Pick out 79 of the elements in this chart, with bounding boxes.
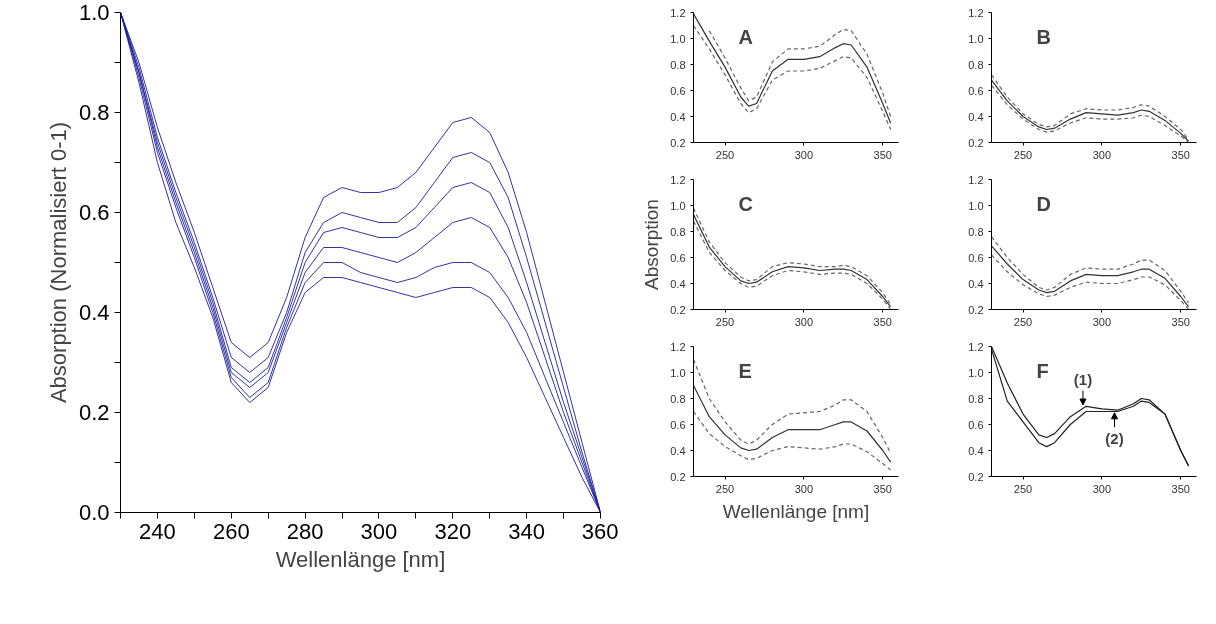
text: F bbox=[1036, 359, 1049, 382]
x-tick-label: 300 bbox=[360, 518, 398, 544]
y-tick-label: 0.8 bbox=[78, 100, 110, 125]
x-axis-title: Wellenlänge [nm] bbox=[275, 546, 446, 572]
y-tick-label: 0.2 bbox=[670, 303, 686, 316]
y-tick-label: 0.0 bbox=[78, 500, 110, 525]
y-tick-label: 1.2 bbox=[670, 340, 686, 353]
y-tick-label: 1.0 bbox=[968, 366, 984, 379]
text: D bbox=[1036, 192, 1051, 215]
x-tick-label: 250 bbox=[1013, 315, 1033, 328]
y-tick-label: 0.2 bbox=[670, 136, 686, 149]
x-tick-label: 280 bbox=[286, 518, 324, 544]
x-tick-label: 250 bbox=[715, 482, 735, 495]
y-tick-label: 0.6 bbox=[968, 251, 984, 264]
x-tick-label: 250 bbox=[715, 315, 735, 328]
y-tick-label: 0.6 bbox=[670, 84, 686, 97]
y-tick-label: 0.6 bbox=[968, 84, 984, 97]
y-tick-label: 0.4 bbox=[968, 444, 984, 457]
y-tick-label: 0.2 bbox=[78, 400, 110, 425]
x-tick-label: 250 bbox=[1013, 482, 1033, 495]
y-tick-label: 0.8 bbox=[968, 58, 984, 71]
y-tick-label: 1.2 bbox=[968, 6, 984, 19]
y-tick-label: 1.2 bbox=[968, 173, 984, 186]
y-tick-label: 0.4 bbox=[968, 277, 984, 290]
y-tick-label: 1.0 bbox=[670, 199, 686, 212]
x-tick-label: 250 bbox=[715, 148, 735, 161]
y-tick-label: 0.8 bbox=[670, 58, 686, 71]
y-tick-label: 0.4 bbox=[670, 277, 686, 290]
y-tick-label: 1.0 bbox=[670, 366, 686, 379]
text: B bbox=[1036, 25, 1051, 48]
y-tick-label: 0.6 bbox=[670, 418, 686, 431]
y-tick-label: 1.0 bbox=[78, 0, 110, 25]
y-tick-label: 0.8 bbox=[968, 392, 984, 405]
y-tick-label: 0.4 bbox=[968, 110, 984, 123]
y-tick-label: 0.6 bbox=[968, 418, 984, 431]
y-tick-label: 0.6 bbox=[670, 251, 686, 264]
x-tick-label: 350 bbox=[1171, 148, 1190, 161]
y-tick-label: 1.0 bbox=[968, 199, 984, 212]
text: C bbox=[738, 192, 753, 215]
y-tick-label: 1.2 bbox=[670, 6, 686, 19]
x-tick-label: 240 bbox=[139, 518, 176, 544]
annotation: (2) bbox=[1105, 429, 1124, 447]
y-tick-label: 0.6 bbox=[78, 200, 110, 225]
x-tick-label: 300 bbox=[794, 482, 814, 495]
y-tick-label: 1.2 bbox=[670, 173, 686, 186]
y-tick-label: 0.8 bbox=[670, 225, 686, 238]
x-tick-label: 350 bbox=[873, 148, 892, 161]
y-tick-label: 0.8 bbox=[670, 392, 686, 405]
y-tick-label: 0.8 bbox=[968, 225, 984, 238]
y-tick-label: 0.2 bbox=[968, 303, 984, 316]
y-axis-title: Absorption bbox=[641, 199, 663, 290]
x-tick-label: 350 bbox=[1171, 315, 1190, 328]
y-tick-label: 0.2 bbox=[968, 470, 984, 483]
x-tick-label: 350 bbox=[873, 315, 892, 328]
y-tick-label: 0.4 bbox=[78, 300, 110, 325]
y-tick-label: 0.4 bbox=[670, 444, 686, 457]
y-tick-label: 1.2 bbox=[968, 340, 984, 353]
x-tick-label: 320 bbox=[434, 518, 472, 544]
y-tick-label: 0.2 bbox=[670, 470, 686, 483]
x-tick-label: 300 bbox=[794, 148, 814, 161]
text: A bbox=[738, 25, 753, 48]
y-axis-title: Absorption (Normalisiert 0-1) bbox=[45, 121, 71, 404]
x-tick-label: 360 bbox=[581, 518, 619, 544]
x-tick-label: 250 bbox=[1013, 148, 1033, 161]
text: E bbox=[738, 359, 752, 382]
x-tick-label: 300 bbox=[1092, 482, 1112, 495]
x-tick-label: 350 bbox=[1171, 482, 1190, 495]
y-tick-label: 0.4 bbox=[670, 110, 686, 123]
y-tick-label: 1.0 bbox=[968, 32, 984, 45]
x-tick-label: 300 bbox=[1092, 148, 1112, 161]
x-tick-label: 260 bbox=[212, 518, 250, 544]
x-axis-title: Wellenlänge [nm] bbox=[722, 500, 870, 522]
x-tick-label: 350 bbox=[873, 482, 892, 495]
x-tick-label: 300 bbox=[1092, 315, 1112, 328]
y-tick-label: 0.2 bbox=[968, 136, 984, 149]
annotation: (1) bbox=[1073, 371, 1093, 389]
y-tick-label: 1.0 bbox=[670, 32, 686, 45]
x-tick-label: 340 bbox=[508, 518, 546, 544]
x-tick-label: 300 bbox=[794, 315, 814, 328]
